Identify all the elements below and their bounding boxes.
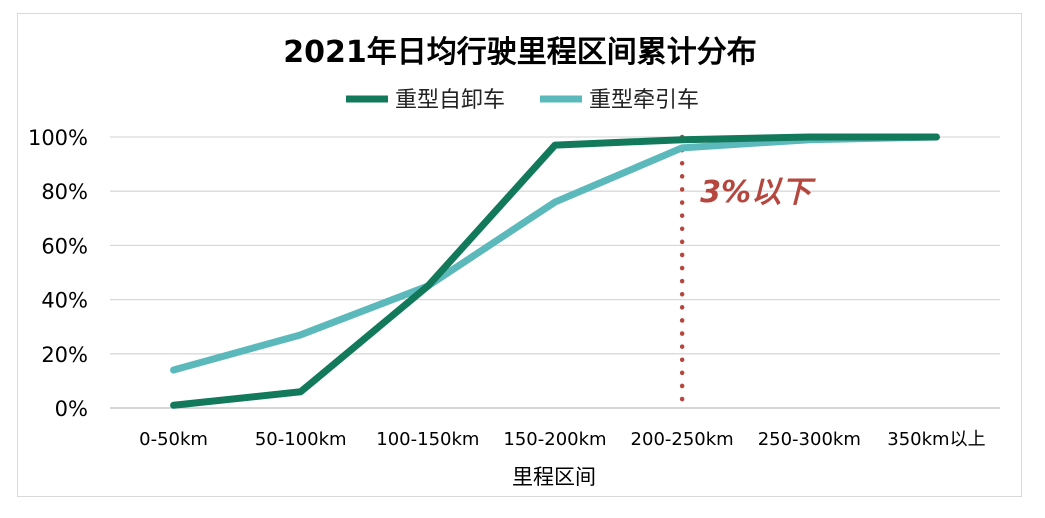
y-axis-ticks: 0% 20% 40% 60% 80% 100% (28, 126, 88, 421)
y-tick-label: 60% (41, 234, 88, 258)
x-tick-label: 200-250km (631, 429, 734, 450)
x-tick-label: 150-200km (503, 429, 606, 450)
legend-label-tractor: 重型牵引车 (589, 88, 699, 113)
x-tick-label: 0-50km (139, 429, 208, 450)
annotation-layer: 3%以下 (679, 134, 816, 405)
x-tick-label: 100-150km (376, 429, 479, 450)
x-tick-label: 50-100km (255, 429, 347, 450)
x-tick-label: 250-300km (758, 429, 861, 450)
legend: 重型自卸车 重型牵引车 (346, 88, 699, 113)
series-line-tractor (170, 133, 940, 374)
y-tick-label: 20% (41, 343, 88, 367)
legend-label-dump-truck: 重型自卸车 (395, 88, 505, 113)
x-tick-label: 350km以上 (887, 429, 985, 450)
x-axis-ticks: 0-50km 50-100km 100-150km 150-200km 200-250k… (139, 429, 985, 450)
y-tick-label: 40% (41, 289, 88, 313)
y-tick-label: 0% (55, 397, 88, 421)
series-layer (170, 133, 940, 409)
y-tick-label: 100% (28, 126, 88, 150)
annotation-label: 3%以下 (700, 175, 816, 210)
x-axis-title: 里程区间 (512, 465, 596, 489)
chart-title: 2021年日均行驶里程区间累计分布 (283, 35, 757, 70)
gridlines (110, 136, 1000, 409)
series-line-dump-truck (170, 133, 940, 409)
chart-frame (17, 13, 1022, 497)
y-tick-label: 80% (41, 180, 88, 204)
